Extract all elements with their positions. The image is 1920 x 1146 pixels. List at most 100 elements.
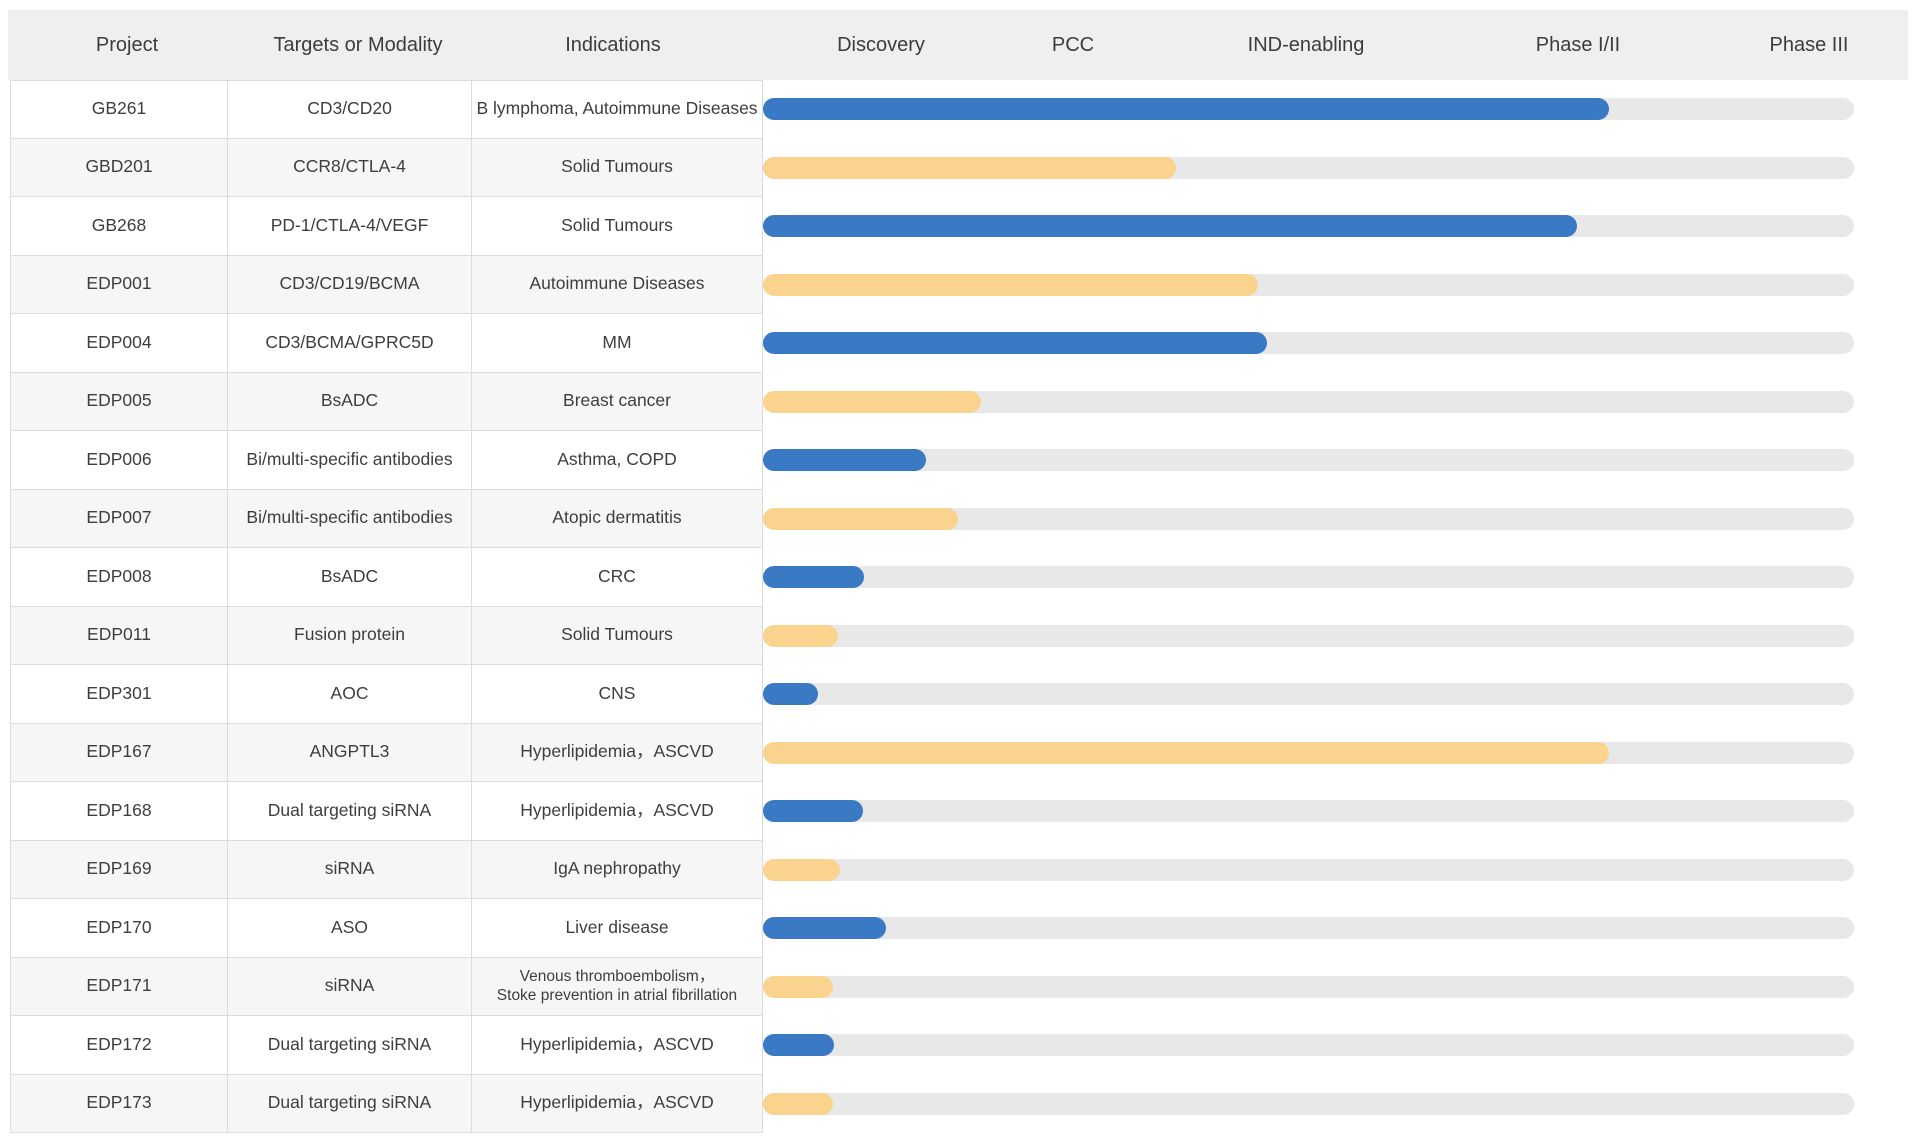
- bar-zone: [763, 431, 1920, 490]
- progress-track: [763, 1034, 1854, 1057]
- bar-zone: [763, 958, 1920, 1017]
- bar-zone: [763, 665, 1920, 724]
- target-modality-cell: CD3/BCMA/GPRC5D: [228, 314, 472, 372]
- indication-cell: Solid Tumours: [472, 197, 763, 255]
- progress-track: [763, 800, 1854, 823]
- progress-track: [763, 683, 1854, 706]
- pipeline-row: GB268 PD-1/CTLA-4/VEGF Solid Tumours: [0, 197, 1920, 256]
- row-cells: EDP170 ASO Liver disease: [10, 899, 763, 958]
- indication-cell: Hyperlipidemia，ASCVD: [472, 723, 763, 781]
- indication-cell: Breast cancer: [472, 372, 763, 430]
- column-header-indications: Indications: [565, 34, 661, 56]
- row-cells: EDP006 Bi/multi-specific antibodies Asthma…: [10, 431, 763, 490]
- target-modality-cell: BsADC: [228, 548, 472, 606]
- bar-zone: [763, 373, 1920, 432]
- progress-bar: [763, 858, 841, 881]
- progress-track: [763, 449, 1854, 472]
- progress-bar: [763, 917, 887, 940]
- bar-zone: [763, 197, 1920, 256]
- progress-track: [763, 156, 1854, 179]
- column-header-targets: Targets or Modality: [273, 34, 443, 56]
- indication-cell: Autoimmune Diseases: [472, 255, 763, 313]
- pipeline-row: EDP301 AOC CNS: [0, 665, 1920, 724]
- column-header-discovery: Discovery: [837, 34, 925, 56]
- progress-track: [763, 975, 1854, 998]
- table-header: Project Targets or Modality Indications …: [8, 10, 1908, 80]
- column-header-phase-3: Phase III: [1769, 34, 1849, 56]
- row-cells: EDP301 AOC CNS: [10, 665, 763, 724]
- indication-cell: Solid Tumours: [472, 606, 763, 664]
- row-cells: EDP011 Fusion protein Solid Tumours: [10, 606, 763, 665]
- progress-track: [763, 273, 1854, 296]
- row-cells: GBD201 CCR8/CTLA-4 Solid Tumours: [10, 138, 763, 197]
- row-cells: GB268 PD-1/CTLA-4/VEGF Solid Tumours: [10, 197, 763, 256]
- project-cell: GBD201: [10, 138, 228, 196]
- indication-cell: Hyperlipidemia，ASCVD: [472, 1016, 763, 1074]
- row-cells: EDP001 CD3/CD19/BCMA Autoimmune Diseases: [10, 255, 763, 314]
- progress-bar: [763, 1034, 834, 1057]
- project-cell: EDP301: [10, 665, 228, 723]
- progress-track: [763, 741, 1854, 764]
- progress-track: [763, 507, 1854, 530]
- progress-track: [763, 332, 1854, 355]
- row-cells: EDP008 BsADC CRC: [10, 548, 763, 607]
- progress-bar: [763, 741, 1609, 764]
- project-cell: EDP169: [10, 840, 228, 898]
- pipeline-row: EDP173 Dual targeting siRNA Hyperlipidemia…: [0, 1074, 1920, 1133]
- progress-bar: [763, 624, 839, 647]
- column-header-ind-enabling: IND-enabling: [1247, 34, 1365, 56]
- pipeline-row: EDP011 Fusion protein Solid Tumours: [0, 606, 1920, 666]
- row-cells: EDP171 siRNA Venous thromboembolism， Stoke…: [10, 957, 763, 1016]
- bar-zone: [763, 256, 1920, 315]
- project-cell: EDP171: [10, 957, 228, 1015]
- project-cell: EDP172: [10, 1016, 228, 1074]
- target-modality-cell: CCR8/CTLA-4: [228, 138, 472, 196]
- bar-zone: [763, 1016, 1920, 1075]
- progress-track: [763, 917, 1854, 940]
- pipeline-row: EDP171 siRNA Venous thromboembolism， Stoke…: [0, 957, 1920, 1017]
- pipeline-table-body: GB261 CD3/CD20 B lymphoma, Autoimmune Dise…: [0, 80, 1920, 1133]
- bar-zone: [763, 607, 1920, 666]
- bar-zone: [763, 724, 1920, 783]
- progress-bar: [763, 215, 1577, 238]
- target-modality-cell: Dual targeting siRNA: [228, 1016, 472, 1074]
- target-modality-cell: Bi/multi-specific antibodies: [228, 431, 472, 489]
- target-modality-cell: CD3/CD19/BCMA: [228, 255, 472, 313]
- progress-track: [763, 858, 1854, 881]
- progress-bar: [763, 566, 865, 589]
- project-cell: EDP005: [10, 372, 228, 430]
- column-header-phase-1-2: Phase I/II: [1535, 34, 1621, 56]
- bar-zone: [763, 490, 1920, 549]
- progress-track: [763, 390, 1854, 413]
- column-header-pcc: PCC: [1051, 34, 1095, 56]
- row-cells: EDP173 Dual targeting siRNA Hyperlipidemia…: [10, 1074, 763, 1133]
- progress-track: [763, 624, 1854, 647]
- target-modality-cell: Bi/multi-specific antibodies: [228, 489, 472, 547]
- target-modality-cell: siRNA: [228, 957, 472, 1015]
- project-cell: EDP173: [10, 1074, 228, 1132]
- row-cells: EDP172 Dual targeting siRNA Hyperlipidemia…: [10, 1016, 763, 1075]
- row-cells: EDP004 CD3/BCMA/GPRC5D MM: [10, 314, 763, 373]
- progress-bar: [763, 156, 1177, 179]
- bar-zone: [763, 548, 1920, 607]
- progress-bar: [763, 332, 1268, 355]
- progress-bar: [763, 683, 818, 706]
- target-modality-cell: Fusion protein: [228, 606, 472, 664]
- bar-zone: [763, 80, 1920, 139]
- target-modality-cell: PD-1/CTLA-4/VEGF: [228, 197, 472, 255]
- project-cell: EDP167: [10, 723, 228, 781]
- indication-cell: B lymphoma, Autoimmune Diseases: [472, 81, 763, 138]
- target-modality-cell: ANGPTL3: [228, 723, 472, 781]
- indication-cell: Hyperlipidemia，ASCVD: [472, 1074, 763, 1132]
- row-cells: EDP007 Bi/multi-specific antibodies Atopic…: [10, 489, 763, 548]
- indication-cell: CNS: [472, 665, 763, 723]
- project-cell: EDP011: [10, 606, 228, 664]
- indication-cell: MM: [472, 314, 763, 372]
- progress-bar: [763, 449, 926, 472]
- target-modality-cell: ASO: [228, 899, 472, 957]
- bar-zone: [763, 314, 1920, 373]
- pipeline-row: EDP167 ANGPTL3 Hyperlipidemia，ASCVD: [0, 723, 1920, 783]
- progress-bar: [763, 800, 864, 823]
- project-cell: EDP008: [10, 548, 228, 606]
